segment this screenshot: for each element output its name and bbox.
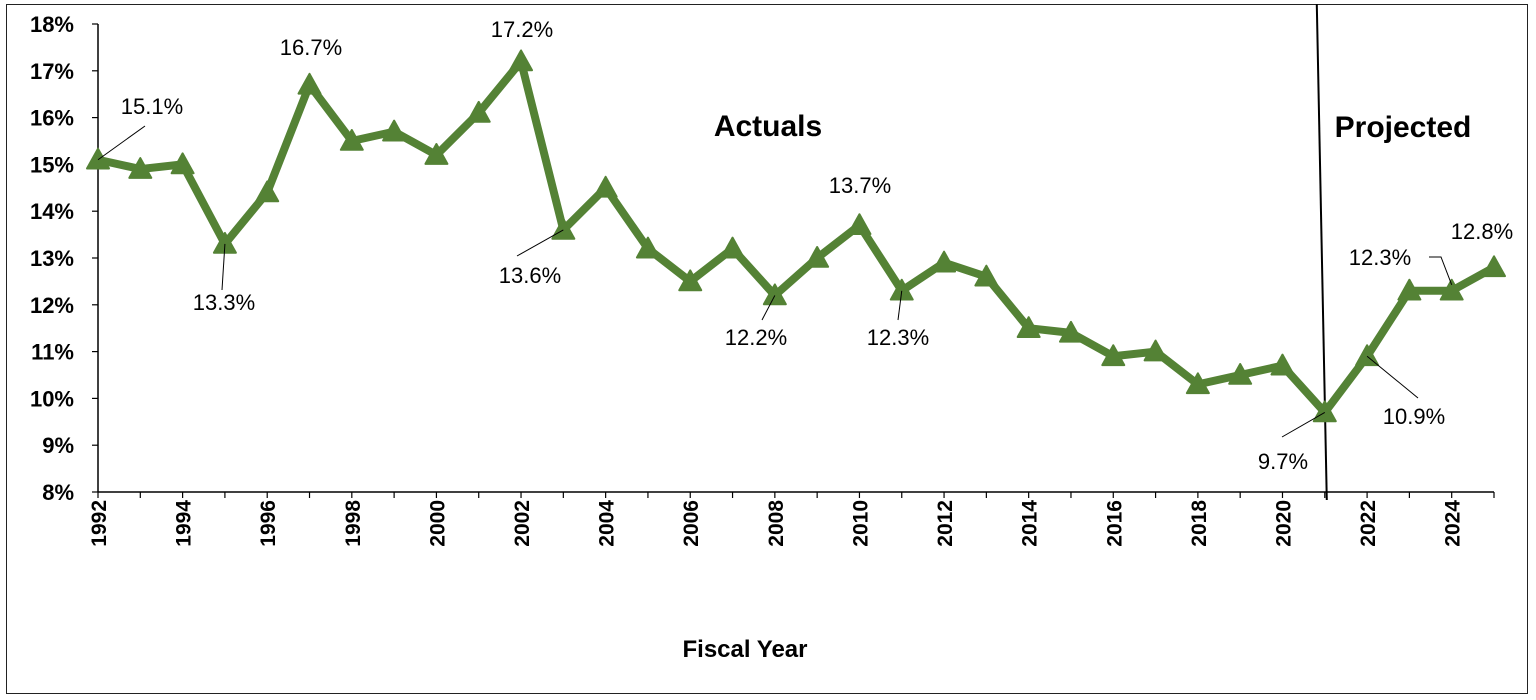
data-point-marker [932,250,957,273]
data-point-marker [128,157,153,179]
x-tick-label: 2008 [765,500,788,547]
data-label: 10.9% [1383,404,1445,429]
data-label-leader [1366,355,1419,399]
x-tick-label: 1994 [173,500,196,547]
data-label: 12.2% [725,325,787,350]
data-point-marker [847,213,872,236]
data-point-marker [255,180,280,203]
data-point-marker [1228,363,1253,385]
x-tick-label: 2004 [596,500,619,547]
data-point-marker [805,246,830,268]
x-tick-label: 2000 [426,500,449,547]
x-tick-label: 2014 [1019,500,1042,547]
data-label: 12.3% [1349,245,1411,270]
data-point-marker [1101,344,1126,367]
data-point-marker [551,217,576,240]
data-point-marker [678,269,703,292]
data-point-marker [1397,278,1422,301]
y-tick-label: 15% [30,152,74,177]
x-tick-label: 2024 [1442,500,1465,547]
x-tick-label: 2010 [849,500,872,547]
data-label: 9.7% [1258,449,1308,474]
data-label-leader [221,243,226,291]
y-tick-label: 8% [42,480,74,505]
actuals-projected-divider [1315,3,1328,501]
x-axis-title: Fiscal Year [683,636,808,663]
x-tick-label: 2022 [1357,500,1380,547]
data-label-leader [1281,412,1326,438]
data-label: 13.6% [499,263,561,288]
y-tick-label: 10% [30,386,74,411]
region-label-projected: Projected [1335,111,1472,144]
data-point-marker [1355,344,1380,367]
y-tick-label: 12% [30,293,74,318]
data-point-marker [86,147,110,170]
data-point-marker [1439,278,1464,301]
data-point-marker [1270,353,1295,376]
data-point-marker [1016,316,1041,338]
y-tick-label: 11% [31,340,74,365]
data-point-marker [720,236,745,259]
data-label: 13.3% [193,290,255,315]
x-tick-label: 2018 [1188,500,1211,547]
data-label-leader [897,290,903,321]
data-point-marker [170,152,195,175]
data-label: 12.3% [867,325,929,350]
data-point-marker [1185,372,1210,395]
data-label: 17.2% [491,17,553,42]
x-tick-label: 2006 [680,500,703,547]
data-label: 15.1% [121,94,183,119]
y-tick-label: 13% [30,246,74,271]
data-point-marker [762,283,787,306]
x-tick-label: 2012 [934,500,957,547]
data-label: 16.7% [280,35,342,60]
data-label-leader [97,125,146,161]
y-tick-label: 16% [30,106,74,131]
data-point-marker [424,143,449,165]
data-point-marker [212,231,237,254]
data-label-leader [516,229,564,257]
x-tick-label: 2002 [511,500,534,547]
data-point-marker [339,129,364,151]
data-point-marker [1143,339,1168,362]
region-label-actuals: Actuals [714,110,822,143]
data-point-marker [974,264,999,287]
y-tick-label: 14% [30,199,74,224]
x-tick-label: 1992 [88,500,111,547]
data-point-marker [593,175,618,198]
data-point-marker [1482,255,1506,278]
data-point-marker [1312,400,1337,423]
data-point-marker [297,72,322,95]
chart-frame [6,4,1528,694]
x-tick-label: 2016 [1103,500,1126,547]
data-point-marker [509,49,534,72]
data-point-marker [1058,320,1083,343]
data-label: 12.8% [1451,219,1513,244]
data-point-marker [635,236,660,259]
x-tick-label: 1996 [257,500,280,547]
data-label-leader [761,295,776,321]
y-tick-label: 9% [42,433,74,458]
x-tick-label: 2020 [1272,500,1295,547]
data-label-leader [1429,256,1453,285]
data-point-marker [889,278,914,301]
x-tick-label: 1998 [342,500,365,547]
data-label: 13.7% [829,173,891,198]
series-line [94,57,1498,417]
y-tick-label: 17% [30,59,74,84]
data-point-marker [466,100,491,123]
data-point-marker [382,119,407,142]
y-tick-label: 18% [30,12,74,37]
